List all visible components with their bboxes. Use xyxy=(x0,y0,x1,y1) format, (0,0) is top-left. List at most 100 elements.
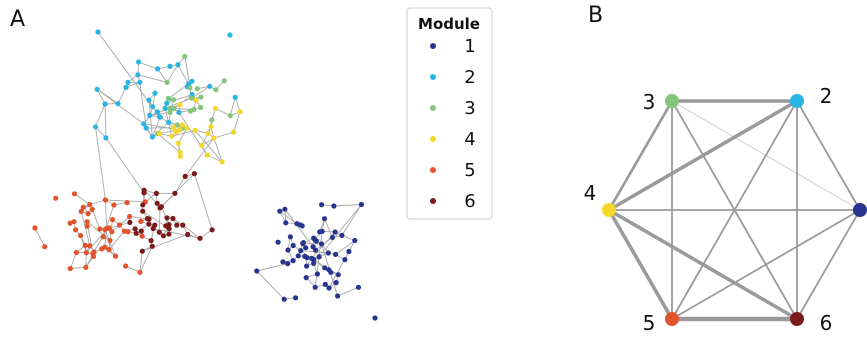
legend-marker-3 xyxy=(430,105,436,111)
legend-label-5: 5 xyxy=(464,160,475,181)
network-node xyxy=(83,250,89,256)
module-node-2 xyxy=(790,94,804,108)
network-edge xyxy=(142,234,188,252)
network-node xyxy=(166,119,172,125)
network-node xyxy=(232,94,238,100)
network-node xyxy=(319,202,325,208)
network-node xyxy=(102,226,108,233)
panel-a-letter: A xyxy=(10,7,25,32)
network-node xyxy=(283,220,289,226)
legend-marker-2 xyxy=(430,74,436,80)
network-node xyxy=(175,62,181,68)
network-node xyxy=(82,242,88,248)
network-node xyxy=(111,202,117,208)
module-edge-3-6 xyxy=(671,100,798,320)
network-node xyxy=(146,221,152,227)
network-node xyxy=(94,86,100,92)
module-node-4 xyxy=(602,203,616,217)
network-node xyxy=(209,227,215,233)
network-node xyxy=(155,66,161,72)
network-node xyxy=(275,239,281,245)
network-node xyxy=(184,125,190,131)
network-edge xyxy=(184,137,215,177)
network-edge xyxy=(337,286,359,297)
network-node xyxy=(107,237,113,244)
network-node xyxy=(109,217,116,223)
network-edge xyxy=(80,211,91,246)
network-edge xyxy=(92,228,109,254)
network-node xyxy=(156,114,163,120)
network-node xyxy=(85,211,91,217)
network-node xyxy=(154,200,160,206)
module-node-6 xyxy=(790,312,804,326)
network-node xyxy=(176,109,182,115)
network-node xyxy=(95,29,101,35)
network-node xyxy=(146,97,152,103)
network-node xyxy=(212,105,219,111)
network-node xyxy=(97,226,103,232)
network-node xyxy=(32,225,38,231)
network-node xyxy=(80,204,86,210)
network-node xyxy=(197,235,203,241)
network-node xyxy=(156,229,162,235)
network-node xyxy=(322,281,328,287)
network-node xyxy=(167,109,173,115)
network-node xyxy=(180,222,186,228)
network-node xyxy=(328,269,334,275)
network-node xyxy=(290,242,296,249)
network-node xyxy=(355,284,362,290)
network-node xyxy=(321,216,328,222)
network-node xyxy=(87,201,93,208)
network-edge xyxy=(91,209,101,230)
network-node xyxy=(297,222,303,228)
network-node xyxy=(227,32,233,38)
network-edge xyxy=(324,218,333,238)
module-graph-edges xyxy=(607,99,861,322)
network-node xyxy=(346,248,352,255)
network-node xyxy=(211,135,217,141)
network-node xyxy=(67,220,73,226)
network-nodes xyxy=(32,29,378,321)
network-node xyxy=(329,234,336,240)
network-edge xyxy=(95,103,106,127)
network-node xyxy=(295,253,301,259)
module-edge-4-5 xyxy=(607,209,674,320)
network-node xyxy=(73,227,79,233)
network-node xyxy=(127,219,133,225)
network-node xyxy=(185,231,191,238)
network-node xyxy=(280,259,286,265)
network-node xyxy=(89,206,95,212)
module-edge-3-4 xyxy=(607,100,674,211)
network-node xyxy=(342,257,348,263)
network-node xyxy=(277,208,283,214)
network-node xyxy=(144,216,151,222)
network-node xyxy=(162,105,168,111)
network-node xyxy=(298,248,304,254)
network-node xyxy=(331,203,337,209)
network-node xyxy=(158,204,164,210)
legend-label-1: 1 xyxy=(464,36,475,57)
network-edge xyxy=(117,87,127,104)
network-node xyxy=(172,190,178,196)
network-node xyxy=(115,101,121,107)
legend-box xyxy=(406,7,493,220)
network-node xyxy=(316,254,322,260)
network-node xyxy=(177,149,183,155)
network-edge xyxy=(174,176,186,194)
network-edge xyxy=(341,204,362,236)
network-node xyxy=(372,315,378,321)
network-node xyxy=(138,218,144,224)
network-node xyxy=(237,109,243,115)
network-edge xyxy=(318,204,362,258)
network-node xyxy=(309,255,315,261)
network-node xyxy=(125,229,131,235)
network-node xyxy=(116,222,123,228)
module-graph-labels: 2 3 4 5 6 xyxy=(584,84,833,335)
network-node xyxy=(164,215,170,221)
network-edge xyxy=(108,219,113,250)
legend-marker-6 xyxy=(430,198,436,204)
network-node xyxy=(300,240,306,246)
network-edge xyxy=(105,137,145,194)
network-edge xyxy=(182,224,201,239)
node-level-network xyxy=(32,29,378,321)
